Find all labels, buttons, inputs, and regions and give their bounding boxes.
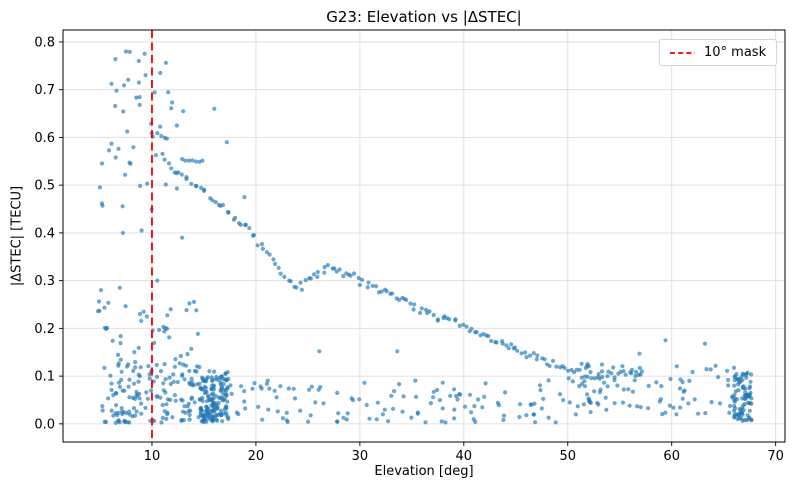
y-tick-label: 0.6	[34, 131, 55, 146]
legend-line-sample	[670, 51, 695, 54]
y-tick-label: 0.5	[34, 179, 55, 194]
y-tick-label: 0.0	[34, 417, 55, 432]
x-tick-label: 70	[767, 449, 784, 464]
legend-entry-label: 10° mask	[704, 45, 767, 60]
x-axis-label: Elevation [deg]	[374, 464, 474, 479]
x-tick-label: 40	[456, 449, 473, 464]
y-tick-label: 0.8	[34, 35, 55, 50]
y-axis-label: |ΔSTEC| [TECU]	[9, 185, 25, 287]
x-tick-label: 10	[144, 449, 161, 464]
legend: 10° mask	[659, 39, 778, 66]
y-tick-label: 0.2	[34, 322, 55, 337]
x-tick-label: 60	[663, 449, 680, 464]
x-tick-label: 20	[248, 449, 265, 464]
y-tick-label: 0.3	[34, 274, 55, 289]
chart-title: G23: Elevation vs |ΔSTEC|	[326, 8, 522, 26]
axes-spines	[62, 29, 786, 443]
scatter-points	[96, 49, 754, 425]
y-tick-label: 0.7	[34, 83, 55, 98]
x-tick-label: 30	[352, 449, 369, 464]
y-tick-label: 0.1	[34, 370, 55, 385]
x-tick-label: 50	[559, 449, 576, 464]
y-tick-label: 0.4	[34, 226, 55, 241]
